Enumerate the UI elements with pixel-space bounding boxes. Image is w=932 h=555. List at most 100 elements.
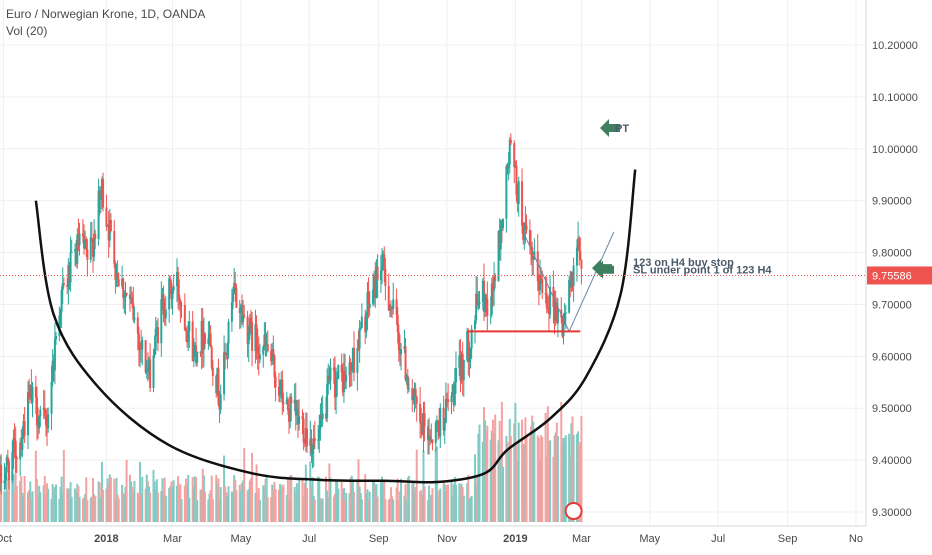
volume-bar	[106, 478, 109, 522]
volume-bar	[438, 490, 441, 522]
volume-bar	[494, 414, 497, 522]
volume-bar	[388, 498, 391, 522]
candle	[498, 218, 501, 261]
volume-bar	[546, 406, 549, 522]
candle	[403, 329, 406, 354]
candle	[281, 370, 284, 415]
candle	[459, 338, 462, 393]
volume-bar	[368, 491, 371, 522]
candle	[67, 258, 70, 305]
volume-bar	[145, 474, 148, 522]
volume-bar	[528, 437, 531, 522]
candle	[578, 235, 581, 266]
volume-bar	[211, 499, 214, 522]
trend-line[interactable]	[568, 231, 615, 332]
candle	[538, 259, 541, 296]
candle	[86, 238, 89, 277]
candle	[141, 336, 144, 366]
candle	[121, 265, 124, 290]
volume-bar	[263, 485, 266, 522]
volume-bar	[569, 456, 572, 522]
candle	[297, 399, 300, 438]
candle	[125, 292, 128, 297]
volume-bar	[376, 496, 379, 522]
volume-bar	[4, 491, 7, 522]
candle	[517, 176, 520, 217]
stop-loss-arrow-icon[interactable]	[594, 260, 614, 279]
candle	[153, 335, 156, 359]
volume-bar	[62, 449, 65, 522]
candle	[39, 405, 42, 427]
candle	[5, 454, 8, 479]
volume-bar	[139, 461, 142, 522]
symbol-title[interactable]: Euro / Norwegian Krone, 1D, OANDA	[6, 7, 206, 21]
candle	[419, 386, 422, 439]
candle	[531, 241, 534, 276]
volume-bar	[122, 492, 125, 522]
volume-bar	[202, 475, 205, 522]
candle	[340, 353, 343, 382]
candle	[184, 327, 187, 342]
volume-bar	[279, 483, 282, 522]
volume-bar	[168, 487, 171, 522]
volume-bar	[91, 478, 94, 522]
candle	[239, 303, 242, 329]
candle	[224, 342, 227, 370]
candle	[270, 343, 273, 366]
volume-bar	[21, 492, 24, 522]
pt-arrow-icon[interactable]	[600, 119, 620, 138]
candle	[29, 384, 32, 400]
price-tick-label: 10.00000	[872, 144, 918, 156]
volume-bar	[321, 498, 324, 522]
volume-bar	[357, 459, 360, 522]
volume-bar	[113, 478, 116, 522]
volume-bar	[105, 488, 108, 522]
volume-bar	[207, 499, 210, 522]
candle	[233, 268, 236, 295]
time-axis[interactable]: Oct 2018 Mar May Jul Sep Nov 2019 Mar May Jul Sep No	[0, 533, 863, 545]
candle	[238, 299, 241, 330]
candle	[491, 275, 494, 308]
volume-bar	[58, 499, 61, 522]
volume-bar	[475, 484, 478, 522]
candle	[525, 214, 528, 234]
candle	[391, 306, 394, 319]
volume-bar	[312, 496, 315, 522]
volume-bar	[359, 493, 362, 522]
volume-bar	[199, 489, 202, 522]
volume-bar	[356, 479, 359, 522]
price-axis[interactable]: 10.20000 10.10000 10.00000 9.90000 9.80000 9.…	[867, 40, 932, 519]
candle	[100, 176, 103, 210]
volume-bar	[100, 462, 103, 522]
candle	[255, 315, 258, 360]
time-tick-label: Oct	[0, 533, 12, 545]
volume-bar	[414, 487, 417, 522]
candle	[461, 341, 464, 396]
volume-bar	[452, 484, 455, 522]
volume-indicator-label[interactable]: Vol (20)	[6, 24, 48, 38]
candle	[22, 414, 25, 440]
trend-line[interactable]	[522, 231, 570, 332]
candle	[264, 321, 267, 357]
cup-curve-drawing[interactable]	[34, 169, 637, 484]
volume-bar	[102, 489, 105, 522]
candle	[332, 358, 335, 384]
candle	[55, 331, 58, 346]
candle	[341, 363, 344, 397]
candle	[85, 236, 88, 258]
volume-bar	[434, 448, 437, 522]
candle	[31, 382, 34, 418]
candle	[42, 389, 45, 419]
dividend-event-icon[interactable]	[564, 502, 583, 520]
volume-bar	[531, 415, 534, 522]
candle	[502, 218, 505, 232]
volume-bar	[84, 494, 87, 522]
volume-bar	[469, 497, 472, 522]
candle	[202, 317, 205, 368]
candle	[345, 366, 348, 390]
volume-bar	[280, 485, 283, 522]
candle	[108, 209, 111, 248]
